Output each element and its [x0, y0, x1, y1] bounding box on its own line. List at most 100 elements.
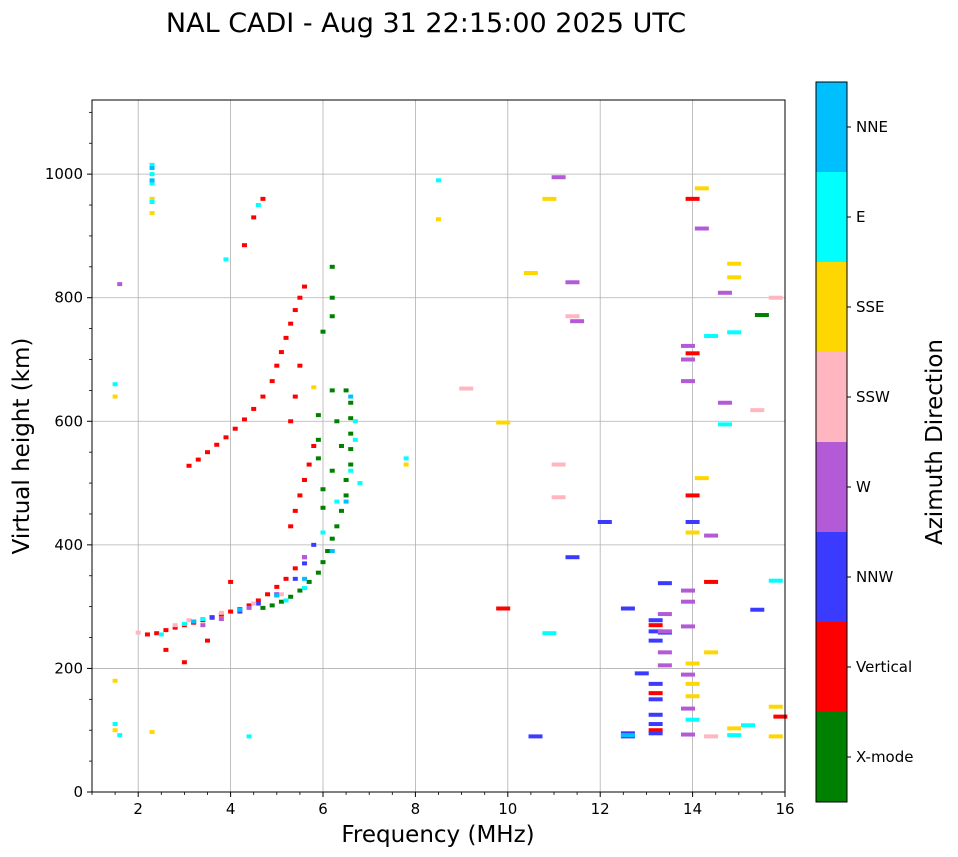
data-point [149, 178, 155, 183]
data-point [172, 625, 178, 630]
data-point [329, 549, 335, 554]
y-tick-label: 400 [54, 536, 83, 554]
series-nne [149, 165, 635, 738]
data-point [320, 530, 326, 535]
data-point [717, 290, 732, 295]
data-point [648, 638, 663, 643]
data-point [352, 419, 358, 424]
data-point [149, 181, 155, 186]
series-ssw [135, 295, 783, 739]
data-point [288, 419, 294, 424]
data-point [218, 617, 224, 621]
series-w [117, 175, 732, 737]
data-point [306, 462, 312, 467]
data-point [269, 603, 275, 608]
data-point [680, 588, 695, 593]
data-point [278, 599, 284, 604]
colorbar-tick-label: NNE [856, 118, 888, 136]
data-point [648, 731, 663, 736]
data-point [163, 647, 169, 652]
data-point [680, 732, 695, 737]
data-point [685, 530, 700, 535]
plot-area [92, 100, 785, 792]
data-point [255, 203, 261, 208]
data-point [496, 420, 511, 425]
data-point [704, 734, 719, 739]
data-point [348, 447, 354, 452]
data-point [135, 630, 141, 635]
data-point [302, 561, 308, 566]
data-point [685, 519, 700, 524]
data-point [403, 456, 409, 461]
data-point [311, 385, 317, 390]
data-point [297, 493, 303, 498]
data-point [768, 734, 783, 739]
data-point [274, 584, 280, 589]
data-point [241, 243, 247, 248]
data-point [223, 257, 229, 262]
data-point [315, 456, 321, 461]
data-point [704, 334, 719, 339]
data-point [496, 606, 511, 611]
data-point [685, 351, 700, 356]
data-point [680, 343, 695, 348]
data-point [680, 357, 695, 362]
data-point [306, 579, 312, 584]
data-point [149, 196, 155, 201]
data-point [315, 413, 321, 418]
data-point [288, 524, 294, 529]
x-tick-label: 10 [498, 800, 517, 818]
data-point [172, 623, 178, 628]
data-point [278, 592, 284, 597]
x-axis-label: Frequency (MHz) [341, 822, 534, 848]
data-point [717, 422, 732, 427]
colorbar-tick-label: W [856, 478, 871, 496]
data-point [329, 264, 335, 269]
data-point [149, 162, 155, 167]
data-point [348, 462, 354, 467]
data-point [274, 593, 280, 598]
data-point [648, 691, 663, 696]
data-point [302, 576, 308, 581]
data-point [200, 617, 206, 621]
data-point [117, 282, 123, 287]
data-point [149, 165, 155, 170]
data-point [685, 694, 700, 699]
colorbar-segment [816, 712, 847, 802]
y-tick-label: 200 [54, 659, 83, 677]
data-point [149, 730, 155, 735]
data-point [657, 650, 672, 655]
data-point [302, 284, 308, 289]
data-point [329, 314, 335, 319]
colorbar-tick-label: SSE [856, 298, 885, 316]
x-axis-ticks: 2 4 6 8 10 12 14 16 [91, 792, 795, 818]
series-sse [112, 186, 783, 739]
data-point [773, 714, 788, 719]
data-point [680, 706, 695, 711]
data-point [648, 728, 663, 733]
data-point [741, 723, 756, 728]
x-tick-label: 4 [226, 800, 236, 818]
data-point [648, 681, 663, 686]
data-point [634, 671, 649, 676]
data-point [297, 295, 303, 300]
colorbar-segment [816, 82, 847, 172]
data-point [315, 437, 321, 442]
data-point [694, 476, 709, 481]
data-point [228, 579, 234, 584]
data-point [311, 542, 317, 547]
data-point [648, 712, 663, 717]
data-point [274, 363, 280, 368]
data-point [283, 335, 289, 340]
data-point [191, 619, 197, 624]
data-point [565, 280, 580, 285]
colorbar-segment [816, 532, 847, 622]
data-point [343, 388, 349, 393]
data-point [195, 457, 201, 462]
data-point [403, 462, 409, 467]
data-point [302, 586, 308, 591]
data-point [727, 733, 742, 738]
data-point [727, 261, 742, 266]
data-point [297, 588, 303, 593]
data-point [260, 605, 266, 610]
